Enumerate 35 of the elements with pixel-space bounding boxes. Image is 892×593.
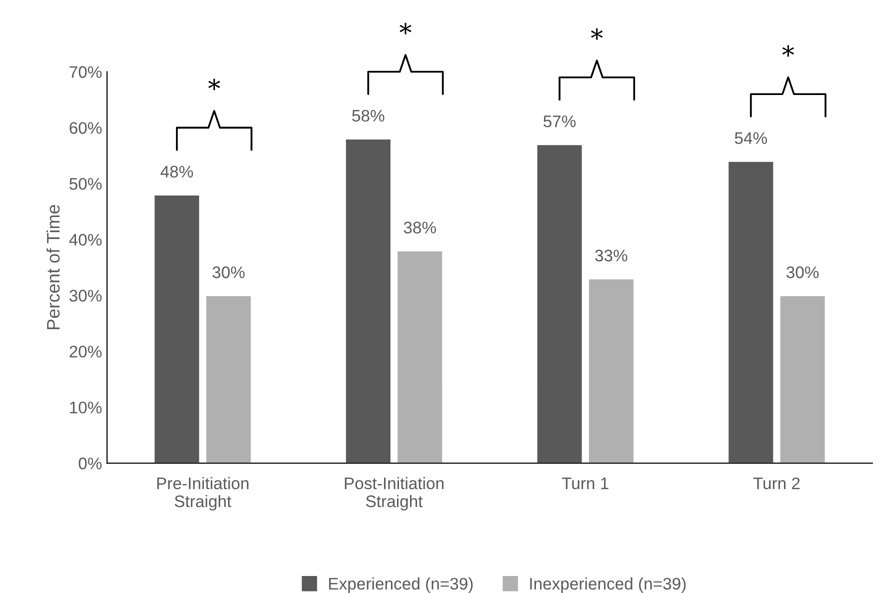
text: * — [782, 45, 794, 57]
x-tick-label: Pre-Initiation Straight — [157, 477, 248, 511]
legend-label: Experienced (n=39) — [329, 577, 473, 593]
data-label: 30% — [212, 266, 245, 278]
y-axis-title: Percent of Time — [46, 205, 60, 330]
x-tick-label: Turn 1 — [562, 478, 608, 490]
data-label: 54% — [734, 132, 767, 144]
bar — [588, 278, 635, 464]
bar — [204, 294, 252, 464]
y-tick-label: 50% — [69, 178, 102, 190]
bar — [153, 194, 201, 464]
y-tick-label: 10% — [70, 402, 102, 414]
y-tick-label: 40% — [69, 234, 102, 246]
x-tick-label: Turn 2 — [753, 477, 800, 490]
bar — [396, 250, 444, 464]
y-tick-label: 70% — [70, 66, 102, 78]
data-label: 48% — [160, 166, 193, 178]
data-label: 30% — [786, 266, 819, 278]
text: * — [400, 22, 412, 34]
bar — [727, 160, 775, 464]
data-label: 38% — [404, 222, 436, 234]
x-tick-label: Post-Initiation Straight — [344, 477, 444, 511]
y-tick-label: 30% — [69, 290, 102, 302]
y-tick-label: 20% — [70, 346, 102, 358]
bar — [536, 144, 584, 464]
data-label: 57% — [544, 116, 576, 128]
data-label: 58% — [352, 110, 384, 122]
y-tick-label: 0% — [78, 458, 102, 470]
text: * — [591, 28, 603, 40]
annotation: * — [208, 78, 220, 90]
y-tick-label: 60% — [70, 122, 102, 134]
legend-label: Inexperienced (n=39) — [530, 577, 686, 593]
bar — [778, 294, 826, 464]
data-label: 33% — [595, 250, 628, 262]
bar — [344, 138, 392, 464]
